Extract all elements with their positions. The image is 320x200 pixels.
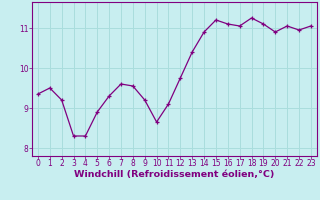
X-axis label: Windchill (Refroidissement éolien,°C): Windchill (Refroidissement éolien,°C) bbox=[74, 170, 275, 179]
